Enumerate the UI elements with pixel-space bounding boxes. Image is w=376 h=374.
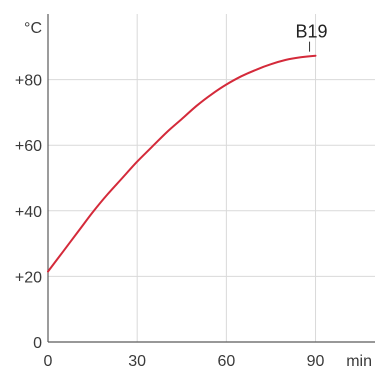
series-label: B19 <box>296 22 328 42</box>
series-line <box>47 54 317 273</box>
y-tick-label: 0 <box>33 335 42 352</box>
y-tick-label: +40 <box>15 204 42 221</box>
labels: 0 +20 +40 +60 +80 0 30 60 90 °C min B19 <box>15 20 372 370</box>
x-tick-label: 0 <box>44 353 53 370</box>
series-layer <box>47 54 317 273</box>
x-tick-label: 90 <box>307 353 325 370</box>
x-axis-label: min <box>346 353 372 370</box>
y-axis-label: °C <box>24 20 42 37</box>
grid <box>48 14 375 342</box>
x-tick-label: 60 <box>217 353 235 370</box>
x-tick-label: 30 <box>128 353 146 370</box>
axes <box>47 14 375 343</box>
y-tick-label: +80 <box>15 73 42 90</box>
y-tick-label: +20 <box>15 269 42 286</box>
y-tick-label: +60 <box>15 138 42 155</box>
